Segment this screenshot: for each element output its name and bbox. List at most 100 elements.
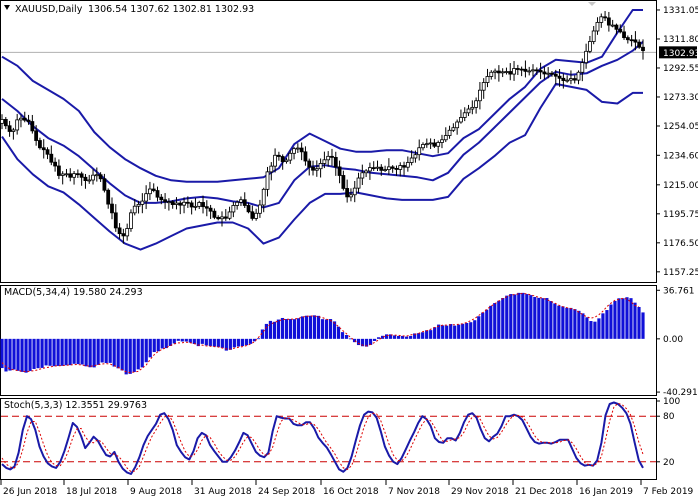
candle bbox=[625, 35, 630, 44]
candle-body-bull bbox=[531, 69, 535, 72]
time-tick-label: 21 Dec 2018 bbox=[515, 487, 573, 497]
macd-bar bbox=[212, 338, 216, 347]
macd-bar bbox=[12, 338, 16, 370]
time-tick-label: 16 Jan 2019 bbox=[579, 487, 633, 497]
candle bbox=[618, 24, 623, 34]
stochastic-label: Stoch(5,3,3) 12.3551 29.9763 bbox=[4, 400, 147, 411]
macd-bar bbox=[485, 309, 489, 339]
macd-bar bbox=[56, 338, 60, 366]
macd-bar bbox=[172, 338, 176, 344]
candle-body-bear bbox=[26, 119, 31, 122]
candle bbox=[204, 200, 209, 217]
candle-body-bull bbox=[428, 142, 433, 145]
candle bbox=[512, 61, 516, 81]
macd-bar bbox=[136, 338, 140, 370]
candle bbox=[572, 75, 577, 84]
candle bbox=[144, 185, 149, 210]
candle bbox=[614, 23, 619, 35]
macd-bar bbox=[489, 305, 493, 339]
macd-bar bbox=[549, 301, 553, 339]
candle bbox=[599, 13, 604, 28]
candle bbox=[333, 151, 338, 176]
price-tick-label: 1273.30 bbox=[663, 93, 698, 103]
candle bbox=[136, 200, 141, 214]
candle-body-bull bbox=[193, 205, 198, 208]
macd-bar bbox=[68, 338, 72, 366]
candle-body-bull bbox=[284, 159, 289, 163]
candle bbox=[485, 68, 490, 88]
candle-body-bull bbox=[504, 71, 509, 73]
candle-body-bear bbox=[41, 147, 46, 151]
candle bbox=[117, 223, 122, 239]
candle-body-bull bbox=[132, 205, 137, 214]
candle-body-bear bbox=[402, 165, 406, 168]
candle-body-bull bbox=[292, 148, 296, 154]
macd-bar bbox=[180, 338, 184, 342]
macd-bar bbox=[204, 338, 208, 346]
candle bbox=[288, 150, 293, 164]
candle bbox=[542, 66, 547, 80]
candle-body-bear bbox=[606, 17, 611, 26]
candle-body-bear bbox=[390, 166, 395, 169]
candle bbox=[299, 142, 304, 161]
macd-bar bbox=[364, 338, 369, 347]
candle-body-bull bbox=[599, 16, 604, 23]
candle-body-bear bbox=[614, 24, 619, 30]
macd-bar bbox=[264, 323, 269, 339]
candle bbox=[41, 139, 46, 159]
candle-body-bull bbox=[318, 163, 323, 170]
macd-bar bbox=[605, 310, 609, 339]
candle bbox=[15, 113, 20, 135]
macd-plot bbox=[0, 292, 645, 375]
macd-bar bbox=[537, 297, 541, 339]
candle-body-bear bbox=[170, 201, 175, 205]
macd-bar bbox=[320, 319, 325, 339]
candle bbox=[170, 200, 175, 209]
candle-body-bull bbox=[421, 144, 425, 149]
macd-bar bbox=[184, 338, 188, 342]
candle bbox=[405, 156, 410, 172]
macd-bar bbox=[120, 338, 124, 371]
candle bbox=[330, 148, 334, 166]
candle bbox=[417, 139, 422, 161]
candle-body-bull bbox=[182, 201, 186, 206]
candle bbox=[239, 196, 243, 207]
macd-bar bbox=[469, 322, 473, 339]
candle-body-bull bbox=[144, 193, 149, 202]
candle bbox=[258, 199, 262, 218]
candle bbox=[91, 169, 95, 185]
candle bbox=[580, 58, 585, 82]
candle bbox=[523, 60, 528, 78]
macd-bar bbox=[0, 338, 4, 369]
macd-axis: 36.761 0.00 -40.291 bbox=[656, 286, 698, 398]
candle-body-bull bbox=[584, 50, 589, 64]
candle bbox=[155, 186, 160, 202]
stochastic-axis: 100 80 20 bbox=[656, 397, 680, 468]
candle-body-bear bbox=[341, 175, 346, 189]
candle bbox=[56, 159, 61, 180]
time-tick-label: 7 Nov 2018 bbox=[388, 487, 440, 497]
candle-body-bull bbox=[60, 173, 65, 176]
candle bbox=[227, 206, 232, 221]
macd-bar bbox=[445, 325, 449, 339]
candle bbox=[603, 11, 607, 22]
macd-bar bbox=[425, 330, 429, 339]
macd-bar bbox=[292, 319, 297, 339]
candle-body-bull bbox=[166, 201, 171, 204]
macd-bar bbox=[565, 307, 569, 339]
candle-body-bull bbox=[129, 212, 133, 229]
time-tick-label: 24 Sep 2018 bbox=[258, 487, 315, 497]
candle bbox=[493, 68, 497, 80]
candle-body-bear bbox=[30, 121, 35, 132]
candle-body-bull bbox=[326, 155, 331, 161]
symbol-dropdown-icon[interactable] bbox=[4, 5, 10, 10]
macd-bar bbox=[196, 338, 200, 347]
candle-body-bear bbox=[79, 173, 84, 178]
candle-body-bull bbox=[489, 71, 494, 77]
candle bbox=[193, 198, 198, 211]
macd-bar bbox=[356, 338, 361, 346]
macd-bar bbox=[148, 338, 152, 358]
macd-bar bbox=[328, 319, 333, 339]
macd-bar bbox=[473, 320, 477, 339]
time-axis: 26 Jun 2018 18 Jul 2018 9 Aug 2018 31 Aug 2… bbox=[0, 480, 694, 497]
